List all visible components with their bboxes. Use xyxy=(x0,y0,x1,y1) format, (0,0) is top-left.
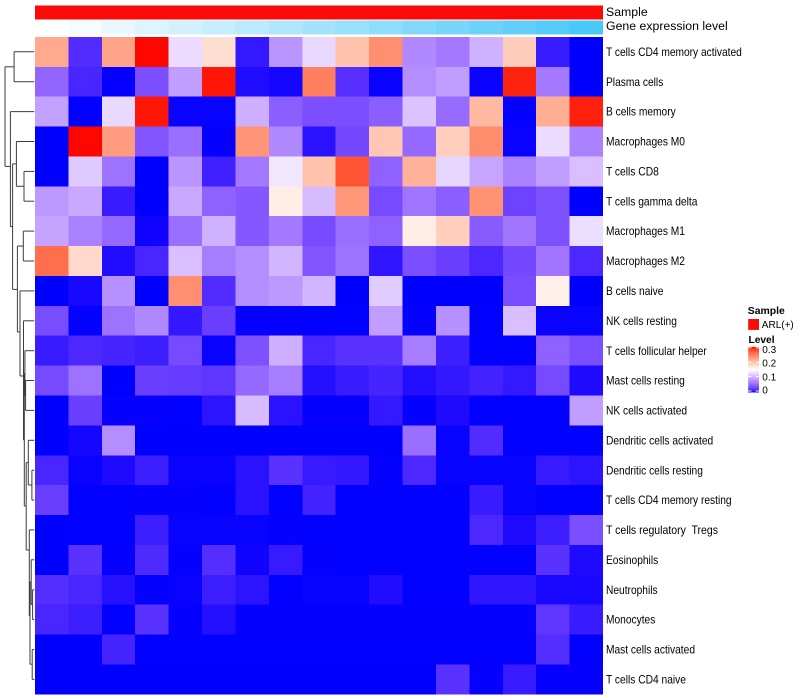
svg-text:B cells naive: B cells naive xyxy=(606,284,664,298)
svg-text:Level: Level xyxy=(749,335,775,346)
svg-text:T cells regulatory Tregs: T cells regulatory Tregs xyxy=(606,523,718,537)
svg-text:B cells memory: B cells memory xyxy=(606,105,676,119)
svg-text:NK cells resting: NK cells resting xyxy=(606,314,677,328)
svg-text:0: 0 xyxy=(762,386,768,397)
svg-text:T cells CD4 memory activated: T cells CD4 memory activated xyxy=(606,45,742,59)
svg-text:Macrophages M0: Macrophages M0 xyxy=(606,135,685,149)
svg-text:ARL(+): ARL(+) xyxy=(762,320,794,331)
svg-text:Dendritic cells resting: Dendritic cells resting xyxy=(606,463,703,477)
svg-text:Monocytes: Monocytes xyxy=(606,613,655,627)
svg-text:Mast cells activated: Mast cells activated xyxy=(606,643,695,657)
svg-text:0.1: 0.1 xyxy=(762,373,776,384)
svg-text:Neutrophils: Neutrophils xyxy=(606,583,658,597)
svg-text:0.2: 0.2 xyxy=(762,359,776,370)
svg-text:Plasma cells: Plasma cells xyxy=(606,75,663,89)
svg-text:Sample: Sample xyxy=(748,306,785,317)
svg-text:Macrophages M1: Macrophages M1 xyxy=(606,224,685,238)
svg-text:Macrophages M2: Macrophages M2 xyxy=(606,254,685,268)
svg-text:Sample: Sample xyxy=(606,5,648,19)
svg-text:NK cells activated: NK cells activated xyxy=(606,404,687,418)
svg-text:T cells gamma delta: T cells gamma delta xyxy=(606,194,698,208)
svg-text:T cells CD8: T cells CD8 xyxy=(606,165,659,179)
svg-text:T cells CD4 naive: T cells CD4 naive xyxy=(606,673,686,687)
svg-text:Dendritic cells activated: Dendritic cells activated xyxy=(606,433,713,447)
svg-text:T cells follicular helper: T cells follicular helper xyxy=(606,344,707,358)
svg-text:Mast cells resting: Mast cells resting xyxy=(606,374,685,388)
svg-text:0.3: 0.3 xyxy=(762,345,776,356)
svg-text:Eosinophils: Eosinophils xyxy=(606,553,658,567)
svg-text:T cells CD4 memory resting: T cells CD4 memory resting xyxy=(606,493,732,507)
svg-text:Gene expression level: Gene expression level xyxy=(606,19,728,33)
